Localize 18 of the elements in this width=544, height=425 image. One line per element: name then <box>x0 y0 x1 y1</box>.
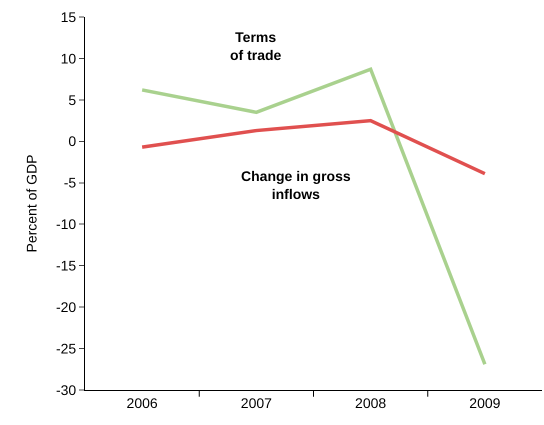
y-tick-label: -25 <box>56 340 76 356</box>
y-tick-label: -5 <box>64 174 76 191</box>
y-tick-label: -15 <box>56 258 76 274</box>
y-tick-label: -30 <box>56 382 76 398</box>
x-tick-label: 2006 <box>126 394 158 411</box>
y-tick-label: 5 <box>68 92 76 108</box>
y-tick-label: 0 <box>68 133 76 150</box>
text: Terms of trade <box>230 29 282 64</box>
line-series <box>140 67 487 366</box>
y-axis-title: Percent of GDP <box>24 154 40 253</box>
y-tick-label: 15 <box>60 8 76 25</box>
y-tick-label: 10 <box>60 50 76 66</box>
y-tick-label: -10 <box>56 216 76 232</box>
x-tick-label: 2008 <box>355 394 386 411</box>
text: Change in gross inflows <box>241 168 351 202</box>
y-tick-label: -20 <box>56 299 76 316</box>
x-tick-label: 2009 <box>469 394 501 411</box>
x-tick-label: 2007 <box>240 394 272 411</box>
